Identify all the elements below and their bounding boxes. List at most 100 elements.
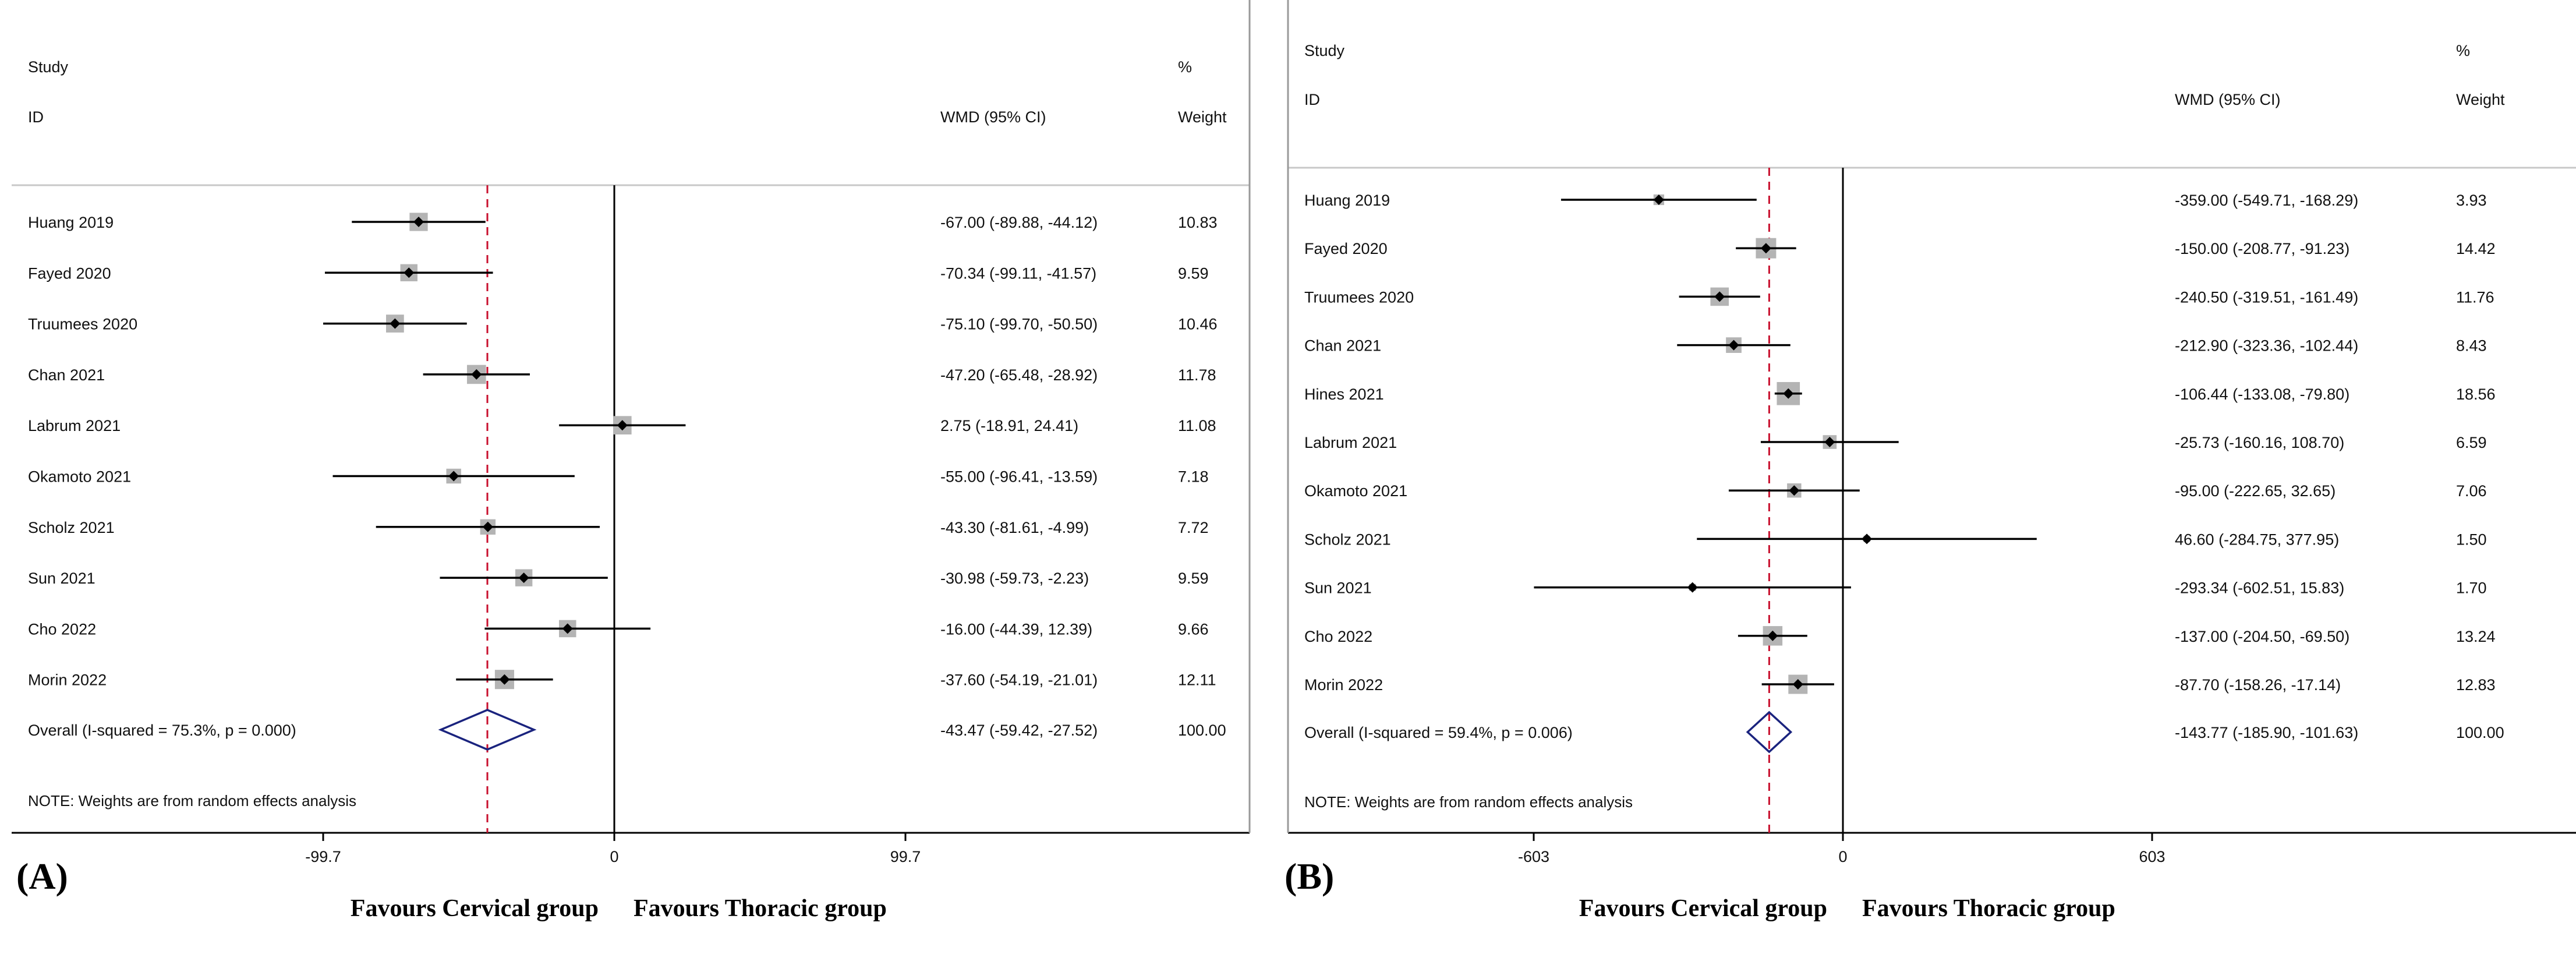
study-label: Cho 2022 (28, 620, 96, 638)
overall-row: Overall (I-squared = 59.4%, p = 0.006) -1… (1304, 711, 2504, 754)
header-id: ID (1304, 91, 1320, 108)
effect-ci-text: 46.60 (-284.75, 377.95) (2175, 531, 2339, 548)
favours-right-label: Favours Thoracic group (634, 895, 887, 922)
study-row: Okamoto 2021 -95.00 (-222.65, 32.65) 7.06 (1304, 482, 2487, 500)
point-estimate (518, 572, 529, 584)
study-label: Labrum 2021 (28, 417, 121, 434)
study-label: Hines 2021 (1304, 386, 1384, 403)
study-label: Morin 2022 (1304, 676, 1383, 694)
weights-note: NOTE: Weights are from random effects an… (28, 792, 356, 810)
study-row: Chan 2021 -47.20 (-65.48, -28.92) 11.78 (28, 365, 1216, 384)
study-row: Fayed 2020 -150.00 (-208.77, -91.23) 14.42 (1304, 238, 2496, 259)
favours-left-label: Favours Cervical group (1579, 895, 1827, 922)
weight-text: 11.78 (1178, 366, 1216, 384)
header-weight: Weight (1178, 108, 1227, 126)
effect-ci-text: -55.00 (-96.41, -13.59) (940, 468, 1098, 486)
favours-left-label: Favours Cervical group (351, 895, 599, 922)
point-estimate (1714, 291, 1725, 302)
overall-label: Overall (I-squared = 59.4%, p = 0.006) (1304, 724, 1573, 741)
weight-text: 9.59 (1178, 264, 1209, 282)
weight-text: 3.93 (2456, 192, 2487, 209)
overall-weight-text: 100.00 (1178, 722, 1226, 739)
effect-ci-text: -150.00 (-208.77, -91.23) (2175, 240, 2349, 257)
study-label: Scholz 2021 (28, 519, 115, 536)
overall-row: Overall (I-squared = 75.3%, p = 0.000) -4… (28, 709, 1226, 751)
effect-ci-text: -359.00 (-549.71, -168.29) (2175, 192, 2358, 209)
weight-text: 7.06 (2456, 482, 2487, 500)
forest-panel-a: Study ID WMD (95% CI)% Weight Huang 2019 -67.… (12, 0, 1251, 922)
weight-text: 14.42 (2456, 240, 2496, 257)
weight-text: 12.83 (2456, 676, 2496, 694)
effect-ci-text: -293.34 (-602.51, 15.83) (2175, 579, 2344, 597)
study-row: Chan 2021 -212.90 (-323.36, -102.44) 8.43 (1304, 337, 2487, 355)
point-estimate (448, 471, 459, 482)
weight-text: 9.66 (1178, 620, 1209, 638)
point-estimate (1824, 437, 1835, 447)
point-estimate (1728, 340, 1739, 351)
effect-ci-text: -25.73 (-160.16, 108.70) (2175, 434, 2344, 451)
header-percent: % (1178, 58, 1192, 76)
weight-text: 13.24 (2456, 628, 2496, 645)
effect-ci-text: 2.75 (-18.91, 24.41) (940, 417, 1078, 434)
weight-text: 9.59 (1178, 570, 1209, 587)
weight-text: 18.56 (2456, 386, 2496, 403)
forest-panel-b: Study ID WMD (95% CI)% Weight Huang 2019 -359… (1285, 0, 2576, 922)
header-study: Study (1304, 42, 1345, 59)
study-label: Scholz 2021 (1304, 531, 1391, 548)
point-estimate (482, 521, 493, 532)
weight-text: 10.83 (1178, 214, 1218, 231)
x-tick-label: 99.7 (890, 848, 921, 865)
study-label: Chan 2021 (1304, 337, 1381, 355)
study-row: Hines 2021 -106.44 (-133.08, -79.80) 18.56 (1304, 381, 2496, 405)
point-estimate (390, 318, 401, 329)
study-label: Fayed 2020 (28, 264, 111, 282)
effect-ci-text: -67.00 (-89.88, -44.12) (940, 214, 1098, 231)
point-estimate (1653, 195, 1664, 205)
study-row: Scholz 2021 -43.30 (-81.61, -4.99) 7.72 (28, 519, 1209, 536)
study-label: Labrum 2021 (1304, 434, 1397, 451)
study-row: Scholz 2021 46.60 (-284.75, 377.95) 1.50 (1304, 531, 2487, 548)
effect-ci-text: -16.00 (-44.39, 12.39) (940, 620, 1092, 638)
study-label: Sun 2021 (1304, 579, 1372, 597)
study-label: Truumees 2020 (1304, 288, 1414, 306)
point-estimate (413, 217, 424, 227)
study-label: Okamoto 2021 (28, 468, 131, 486)
study-label: Morin 2022 (28, 671, 107, 689)
point-estimate (1862, 533, 1873, 545)
study-row: Okamoto 2021 -55.00 (-96.41, -13.59) 7.18 (28, 468, 1209, 486)
weight-text: 8.43 (2456, 337, 2487, 355)
header-study: Study (28, 58, 69, 76)
study-label: Sun 2021 (28, 570, 95, 587)
study-label: Okamoto 2021 (1304, 482, 1407, 500)
study-label: Huang 2019 (1304, 192, 1390, 209)
effect-ci-text: -37.60 (-54.19, -21.01) (940, 671, 1098, 689)
point-estimate (1789, 485, 1800, 496)
study-label: Truumees 2020 (28, 316, 137, 333)
point-estimate (1687, 582, 1698, 593)
header-id: ID (28, 108, 44, 126)
effect-ci-text: -95.00 (-222.65, 32.65) (2175, 482, 2336, 500)
study-row: Sun 2021 -293.34 (-602.51, 15.83) 1.70 (1304, 579, 2487, 597)
study-row: Truumees 2020 -240.50 (-319.51, -161.49) 1… (1304, 287, 2494, 306)
weight-text: 1.70 (2456, 579, 2487, 597)
overall-diamond (1746, 711, 1793, 754)
x-tick-label: 0 (610, 848, 618, 865)
point-estimate (404, 267, 415, 278)
study-label: Cho 2022 (1304, 628, 1372, 645)
favours-right-label: Favours Thoracic group (1862, 895, 2115, 922)
point-estimate (1792, 679, 1803, 690)
weight-text: 11.76 (2456, 288, 2494, 306)
effect-ci-text: -47.20 (-65.48, -28.92) (940, 366, 1098, 384)
weight-text: 7.18 (1178, 468, 1209, 486)
study-label: Chan 2021 (28, 366, 105, 384)
point-estimate (562, 623, 573, 634)
point-estimate (499, 674, 510, 685)
x-tick-label: 603 (2139, 848, 2165, 865)
effect-ci-text: -43.30 (-81.61, -4.99) (940, 519, 1089, 536)
overall-ci-text: -43.47 (-59.42, -27.52) (940, 722, 1098, 739)
study-row: Morin 2022 -87.70 (-158.26, -17.14) 12.83 (1304, 674, 2496, 694)
x-tick-label: -603 (1518, 848, 1549, 865)
effect-ci-text: -75.10 (-99.70, -50.50) (940, 316, 1098, 333)
panel-label: (A) (16, 856, 68, 897)
overall-ci-text: -143.77 (-185.90, -101.63) (2175, 724, 2358, 741)
